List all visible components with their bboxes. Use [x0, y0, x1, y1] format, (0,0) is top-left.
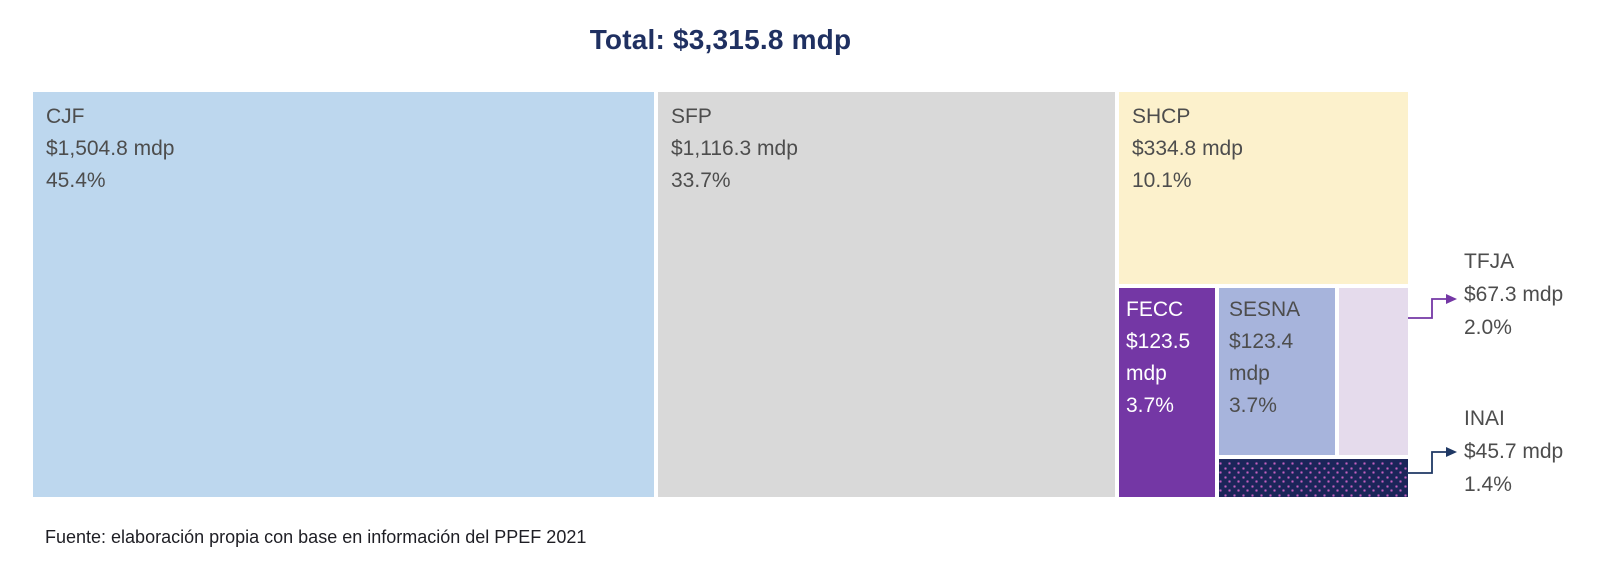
tile-value: $334.8 mdp — [1132, 137, 1243, 160]
source-note: Fuente: elaboración propia con base en i… — [45, 527, 587, 547]
treemap-tile-fecc: FECC $123.5 mdp 3.7% — [1119, 288, 1215, 497]
treemap-tile-sfp: SFP $1,116.3 mdp 33.7% — [658, 92, 1115, 497]
tile-percent: 3.7% — [1126, 394, 1174, 417]
tfja-arrow — [1408, 294, 1457, 319]
treemap-tile-tfja — [1339, 288, 1408, 455]
tile-unit: mdp — [1126, 362, 1167, 385]
tile-value: $123.5 — [1126, 330, 1191, 353]
tile-percent: 45.4% — [46, 169, 106, 192]
tile-name: TFJA — [1464, 250, 1515, 273]
treemap-tile-inai — [1219, 459, 1408, 497]
tile-value: $45.7 mdp — [1464, 440, 1564, 463]
treemap-tile-cjf: CJF $1,504.8 mdp 45.4% — [33, 92, 654, 497]
tile-value: $67.3 mdp — [1464, 283, 1564, 306]
tile-value: $123.4 — [1229, 330, 1294, 353]
tile-name: SFP — [671, 105, 712, 128]
treemap-area: CJF $1,504.8 mdp 45.4% SFP $1,116.3 mdp … — [33, 92, 1408, 497]
chart-title: Total: $3,315.8 mdp — [589, 24, 852, 55]
treemap-tile-sesna: SESNA $123.4 mdp 3.7% — [1219, 288, 1335, 455]
tile-percent: 3.7% — [1229, 394, 1277, 417]
tile-value: $1,504.8 mdp — [46, 137, 175, 160]
tile-percent: 1.4% — [1464, 473, 1512, 496]
tile-name: INAI — [1464, 407, 1505, 430]
tile-name: FECC — [1126, 298, 1184, 321]
tile-percent: 33.7% — [671, 169, 731, 192]
tile-percent: 2.0% — [1464, 316, 1512, 339]
tile-name: CJF — [46, 105, 85, 128]
treemap-tile-shcp: SHCP $334.8 mdp 10.1% — [1119, 92, 1408, 284]
inai-outside-label: INAI $45.7 mdp 1.4% — [1464, 402, 1563, 501]
tile-name: SHCP — [1132, 105, 1191, 128]
tile-value: $1,116.3 mdp — [671, 137, 798, 160]
tile-percent: 10.1% — [1132, 169, 1192, 192]
tfja-outside-label: TFJA $67.3 mdp 2.0% — [1464, 245, 1563, 344]
inai-arrow — [1407, 447, 1457, 474]
tile-name: SESNA — [1229, 298, 1301, 321]
tile-unit: mdp — [1229, 362, 1270, 385]
